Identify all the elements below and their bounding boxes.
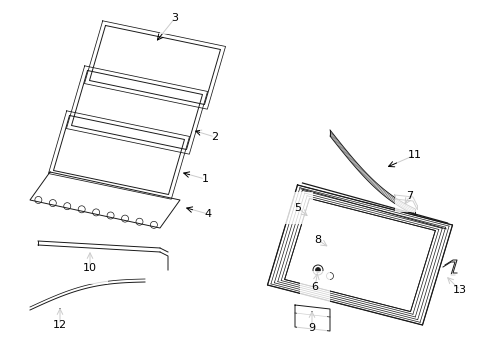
Text: 9: 9: [308, 323, 315, 333]
Text: 6: 6: [311, 282, 318, 292]
Text: 11: 11: [407, 150, 421, 160]
Text: 7: 7: [406, 191, 413, 201]
Circle shape: [315, 267, 320, 273]
Text: 2: 2: [211, 132, 218, 142]
Text: 10: 10: [83, 263, 97, 273]
Text: 12: 12: [53, 320, 67, 330]
Text: 8: 8: [314, 235, 321, 245]
Text: 4: 4: [204, 209, 211, 219]
Text: 5: 5: [294, 203, 301, 213]
Text: 1: 1: [201, 174, 208, 184]
Text: 13: 13: [452, 285, 466, 295]
Text: 3: 3: [171, 13, 178, 23]
